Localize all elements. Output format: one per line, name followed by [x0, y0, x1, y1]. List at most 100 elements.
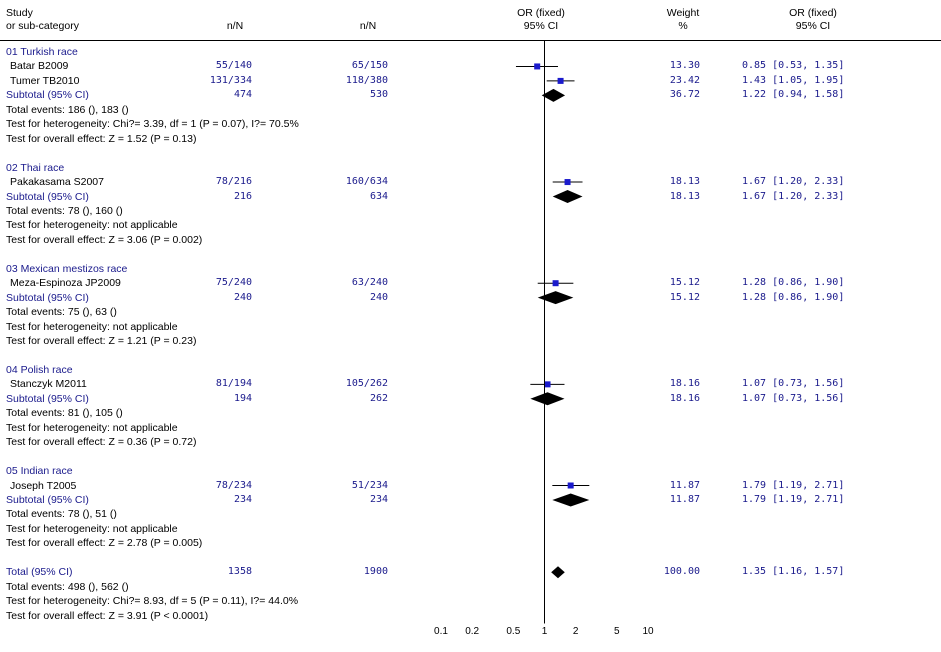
or-ci-value: 1.67 [1.20, 2.33] — [742, 190, 845, 202]
summary-text: Test for heterogeneity: not applicable — [6, 219, 178, 232]
events-control: 234 — [369, 493, 388, 505]
summary-text: Total events: 78 (), 51 () — [6, 508, 117, 521]
x-tick-label: 0.2 — [465, 625, 480, 637]
x-tick-label: 5 — [614, 625, 620, 637]
summary-text: Test for heterogeneity: Chi?= 3.39, df =… — [6, 118, 299, 131]
header-divider — [0, 40, 941, 41]
weight-value: 15.12 — [669, 277, 700, 289]
or-ci-value: 1.43 [1.05, 1.95] — [742, 74, 845, 86]
events-control: 65/150 — [351, 60, 388, 72]
weight-value: 13.30 — [669, 60, 700, 72]
or-ci-value: 1.28 [0.86, 1.90] — [742, 291, 845, 303]
summary-text: Total events: 498 (), 562 () — [6, 580, 129, 593]
point-estimate-marker — [557, 77, 564, 84]
or-ci-value: 1.35 [1.16, 1.57] — [742, 566, 845, 578]
or-ci-value: 1.07 [0.73, 1.56] — [742, 378, 845, 390]
weight-value: 100.00 — [663, 566, 700, 578]
x-tick-label: 10 — [642, 625, 654, 637]
point-estimate-marker — [567, 482, 574, 489]
summary-text: Test for overall effect: Z = 3.91 (P < 0… — [6, 609, 209, 622]
subtotal-label: Subtotal (95% CI) — [6, 392, 89, 405]
weight-value: 18.16 — [669, 378, 700, 390]
study-name: Stanczyk M2011 — [10, 378, 87, 391]
or-ci-value: 1.22 [0.94, 1.58] — [742, 89, 845, 101]
header-weight-unit: % — [678, 20, 688, 32]
summary-text: Test for heterogeneity: Chi?= 8.93, df =… — [6, 595, 299, 608]
summary-text: Total events: 75 (), 63 () — [6, 306, 117, 319]
events-treatment: 75/240 — [215, 277, 252, 289]
events-treatment: 78/234 — [215, 479, 252, 491]
weight-value: 36.72 — [669, 89, 700, 101]
events-treatment: 216 — [233, 190, 252, 202]
x-tick-label: 0.5 — [506, 625, 521, 637]
summary-text: Test for heterogeneity: not applicable — [6, 421, 178, 434]
events-control: 240 — [369, 291, 388, 303]
x-tick-label: 1 — [541, 625, 548, 637]
events-treatment: 55/140 — [215, 60, 252, 72]
summary-text: Total events: 81 (), 105 () — [6, 407, 123, 420]
subtotal-label: Subtotal (95% CI) — [6, 291, 89, 304]
events-treatment: 78/216 — [215, 176, 252, 188]
summary-text: Test for overall effect: Z = 0.36 (P = 0… — [6, 436, 197, 449]
x-tick-label: 0.1 — [434, 625, 448, 637]
events-control: 118/380 — [345, 74, 388, 86]
summary-text: Test for heterogeneity: not applicable — [6, 320, 178, 333]
subtotal-label: Subtotal (95% CI) — [6, 89, 89, 102]
point-estimate-marker — [544, 381, 551, 388]
point-estimate-marker — [552, 280, 559, 287]
events-treatment: 234 — [233, 493, 252, 505]
group-heading: 04 Polish race — [6, 363, 73, 376]
header-or-fixed-right: OR (fixed) — [789, 7, 837, 19]
events-control: 530 — [369, 89, 388, 101]
summary-text: Test for overall effect: Z = 2.78 (P = 0… — [6, 537, 203, 550]
events-treatment: 240 — [233, 291, 252, 303]
weight-value: 18.13 — [669, 190, 700, 202]
header-ci-right: 95% CI — [795, 20, 831, 32]
events-control: 262 — [369, 392, 388, 404]
study-name: Pakakasama S2007 — [10, 176, 104, 189]
weight-value: 23.42 — [669, 74, 700, 86]
point-estimate-marker — [564, 179, 571, 186]
subtotal-diamond — [530, 392, 565, 406]
subtotal-diamond — [541, 88, 566, 102]
summary-text: Test for overall effect: Z = 1.52 (P = 0… — [6, 132, 197, 145]
summary-text: Total events: 186 (), 183 () — [6, 103, 129, 116]
x-tick-label: 2 — [572, 625, 579, 637]
header-subcategory: or sub-category — [6, 20, 79, 32]
or-ci-value: 1.79 [1.19, 2.71] — [742, 493, 845, 505]
events-control: 634 — [369, 190, 388, 202]
point-estimate-marker — [534, 63, 541, 70]
total-diamond — [551, 566, 565, 579]
subtotal-label: Subtotal (95% CI) — [6, 493, 89, 506]
header-nN-control: n/N — [359, 20, 377, 32]
events-treatment: 474 — [233, 89, 252, 101]
weight-value: 18.16 — [669, 392, 700, 404]
header-study: Study — [6, 7, 33, 19]
group-heading: 03 Mexican mestizos race — [6, 262, 128, 275]
events-control: 1900 — [363, 566, 388, 578]
subtotal-diamond — [552, 493, 590, 507]
events-control: 160/634 — [345, 176, 388, 188]
events-control: 63/240 — [351, 277, 388, 289]
events-treatment: 1358 — [227, 566, 252, 578]
or-ci-value: 1.67 [1.20, 2.33] — [742, 176, 845, 188]
weight-value: 11.87 — [669, 493, 700, 505]
weight-value: 11.87 — [669, 479, 700, 491]
total-label: Total (95% CI) — [6, 566, 73, 579]
study-name: Tumer TB2010 — [10, 74, 80, 87]
header-weight: Weight — [666, 7, 700, 19]
summary-text: Test for overall effect: Z = 1.21 (P = 0… — [6, 335, 197, 347]
or-ci-value: 1.28 [0.86, 1.90] — [742, 277, 845, 289]
or-ci-value: 1.07 [0.73, 1.56] — [742, 392, 845, 404]
group-heading: 02 Thai race — [6, 161, 65, 174]
group-heading: 05 Indian race — [6, 465, 73, 478]
header-or-fixed: OR (fixed) — [517, 7, 565, 19]
subtotal-diamond — [537, 291, 574, 305]
group-heading: 01 Turkish race — [6, 46, 78, 58]
events-treatment: 194 — [233, 392, 252, 404]
header-nN-treatment: n/N — [226, 20, 244, 32]
subtotal-diamond — [552, 190, 583, 203]
or-ci-value: 0.85 [0.53, 1.35] — [742, 60, 845, 72]
